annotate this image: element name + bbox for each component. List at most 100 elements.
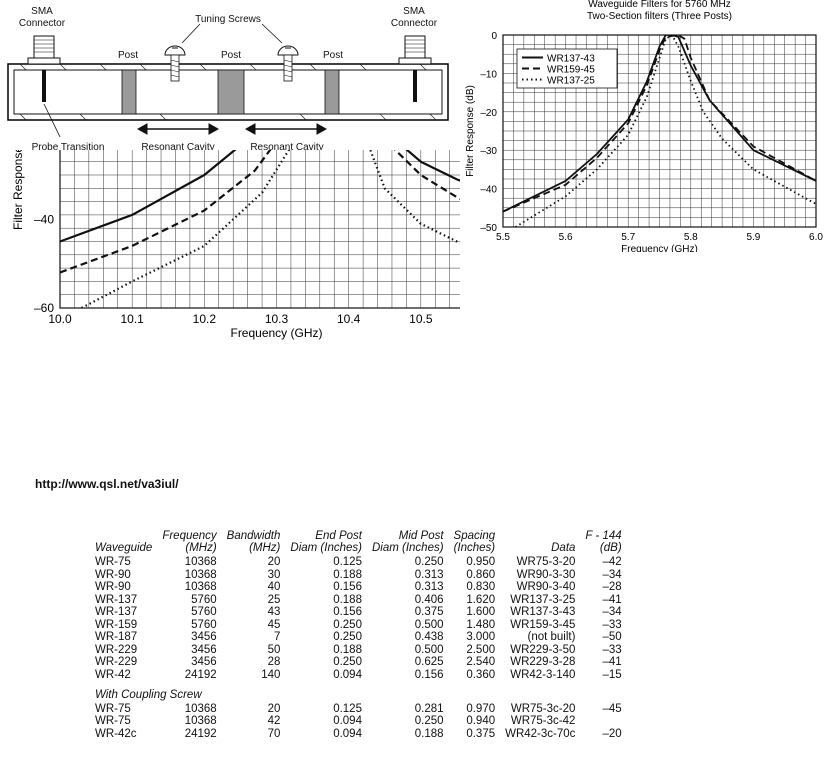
probe-transition-label: Probe Transition [32,142,105,153]
table-cell: 5760 [191,606,217,618]
table-cell: 0.281 [414,702,444,715]
series-line-WR159-45 [503,35,816,213]
cavity-left-label: Resonant Cavity [141,142,214,153]
pointer-line [43,103,61,138]
table-cell: –41 [602,593,622,606]
plot-frame [59,150,460,309]
column-header: Waveguide [95,542,153,554]
y-axis-label: Filter Response (dB) [465,85,476,177]
sma-connector-right [398,35,432,102]
table-cell: 0.250 [333,656,362,668]
table-cell: 0.406 [414,593,444,606]
table-cell: WR-229 [95,656,138,668]
table-cell: 0.375 [414,606,444,618]
tuning-screws-label: Tuning Screws [195,14,261,25]
x-tick-label: 10.5 [409,312,433,326]
table-cell: 50 [267,643,281,656]
table-cell: WR-137 [95,593,138,606]
table-row: WR-90 10368 30 0.188 0.313 0.860 WR90-3-30 –34 [90,569,627,582]
table-cell [580,715,626,728]
table-row: WR-75 10368 20 0.125 0.250 0.950 WR75-3-20 –42 [90,556,627,569]
table-cell: WR-75 [95,715,131,727]
table-cell: 10368 [184,568,217,581]
x-tick-label: 10.1 [120,312,144,326]
x-tick-label: 5.9 [746,232,760,243]
grid [503,35,816,227]
y-tick-label: –20 [480,108,497,119]
x-tick-label: 10.2 [193,312,217,326]
table-cell: 10368 [184,702,217,715]
table-cell: 45 [267,618,281,631]
table-cell: –20 [602,727,622,740]
table-cell: –41 [602,656,622,668]
x-tick-label: 10.3 [265,312,289,326]
table-cell: 0.625 [414,656,444,668]
sma-left-label-1: SMA [31,6,53,17]
chart-10368mhz: Waveguide Filters for 10368 MHzTwo-Secti… [11,150,460,340]
table-cell: WR159-3-45 [510,618,576,631]
table-cell: WR-159 [95,618,138,631]
plot-frame [502,34,817,228]
table-cell: 1.600 [466,606,496,618]
column-header: Frequency (MHz) [162,530,217,554]
table-cell: 0.500 [414,618,444,631]
table-cell: 2.540 [466,656,496,668]
table-cell: 0.125 [333,556,362,568]
column-header: Bandwidth (MHz) [226,530,281,554]
legend-label: WR137-43 [547,54,595,65]
table-cell: WR-42 [95,668,131,681]
pointer-line [181,23,201,44]
table-row: WR-137 5760 43 0.156 0.375 1.600 WR137-3-43 –34 [90,606,627,619]
table-cell: 0.313 [414,581,444,593]
x-axis-label: Frequency (GHz) [621,244,698,252]
table-cell: WR137-3-43 [510,606,576,618]
table-cell: 0.094 [333,727,362,740]
cavity-right-label: Resonant Cavity [250,142,323,153]
wall-hatching [19,63,437,121]
table-cell: 3456 [191,631,217,643]
table-cell: 20 [267,556,281,568]
table-cell: 0.860 [466,568,496,581]
table-cell: 0.156 [333,581,362,593]
table-cell: 70 [267,727,281,740]
table-cell: WR-229 [95,643,138,656]
table-cell: WR90-3-30 [516,568,576,581]
legend-label: WR159-45 [547,65,595,76]
column-header: Data [551,542,576,554]
table-cell: WR229-3-50 [510,643,576,656]
section-row: With Coupling Screw [90,681,627,703]
table-cell: 1.480 [466,618,496,631]
post-left-label: Post [118,50,138,61]
x-tick-label: 5.6 [559,232,573,243]
sma-right-label-2: Connector [391,18,438,29]
table-cell: WR-187 [95,631,138,643]
table-cell: 10368 [184,715,217,727]
table-cell: WR-90 [95,581,131,593]
tuning-screw-left [164,45,186,82]
table-cell: 10368 [184,581,217,593]
table-cell: 0.250 [333,618,362,631]
y-tick-label: –10 [480,69,497,80]
table-cell: 0.360 [466,668,496,681]
x-axis-label: Frequency (GHz) [230,326,322,340]
cavity-arrow-left [136,123,220,135]
post-center [217,69,245,115]
table-cell: 140 [261,668,281,681]
table-cell: –28 [602,581,622,593]
column-header: Mid Post Diam (Inches) [371,530,444,554]
table-cell: (not built) [527,631,576,643]
table-cell: 0.970 [466,702,496,715]
table-cell: 20 [267,702,281,715]
table-cell: 42 [267,715,281,727]
waveguide-diagram: SMA Connector SMA Connector Tuning Screw… [7,6,449,153]
table-cell: WR137-3-25 [510,593,576,606]
y-tick-label: –60 [34,301,54,315]
table-cell: WR42-3c-70c [505,727,576,740]
source-url[interactable]: http://www.qsl.net/va3iul/ [35,477,179,491]
table-cell: WR75-3c-42 [510,715,576,727]
table-cell: –33 [602,643,622,656]
table-row: WR-75 10368 20 0.125 0.281 0.970 WR75-3c-20 –45 [90,703,627,716]
table-cell: –15 [602,668,622,681]
x-tick-label: 5.5 [496,232,510,243]
table-row: WR-229 3456 50 0.188 0.500 2.500 WR229-3-50 –33 [90,644,627,657]
